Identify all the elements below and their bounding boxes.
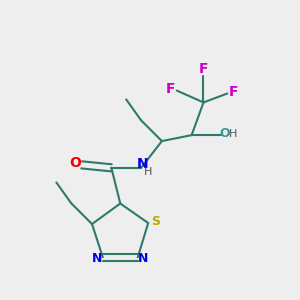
Text: O: O bbox=[219, 127, 230, 140]
Text: N: N bbox=[92, 252, 103, 265]
Text: N: N bbox=[138, 252, 148, 265]
Text: H: H bbox=[144, 167, 153, 177]
Text: F: F bbox=[229, 85, 239, 99]
Text: O: O bbox=[69, 156, 81, 170]
Text: H: H bbox=[229, 129, 237, 139]
Text: S: S bbox=[151, 215, 160, 228]
Text: F: F bbox=[199, 62, 208, 76]
Text: N: N bbox=[137, 157, 148, 171]
Text: F: F bbox=[166, 82, 175, 96]
